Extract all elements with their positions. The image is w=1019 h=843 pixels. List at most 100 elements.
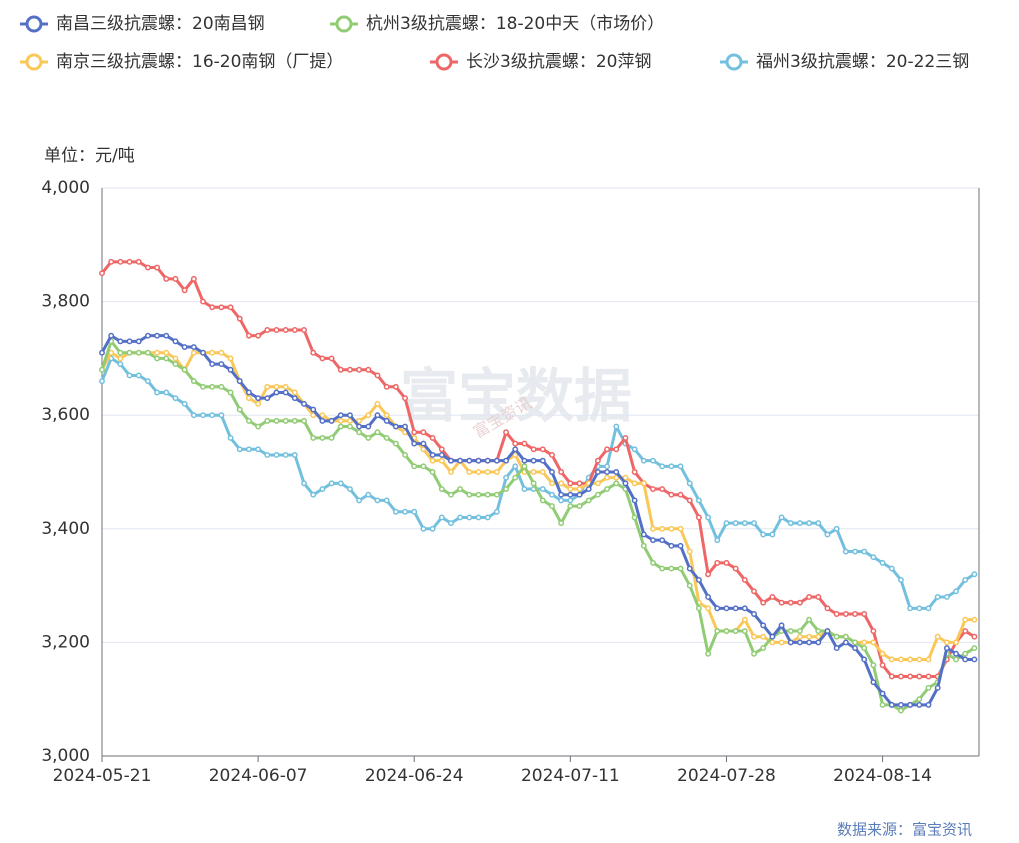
point <box>796 639 803 646</box>
point <box>273 452 280 458</box>
point <box>925 673 932 680</box>
point <box>751 588 757 595</box>
point <box>291 452 298 458</box>
point <box>301 480 307 487</box>
point <box>172 275 179 282</box>
point <box>714 559 721 566</box>
point <box>181 366 188 373</box>
point <box>815 594 822 600</box>
point <box>668 565 675 572</box>
point <box>705 594 712 600</box>
point <box>163 355 170 362</box>
point <box>301 400 307 407</box>
point <box>833 645 840 652</box>
point <box>659 537 666 544</box>
point <box>576 503 583 510</box>
point <box>512 452 519 458</box>
x-tick-label: 2024-07-28 <box>677 766 776 786</box>
point <box>751 650 757 657</box>
point <box>135 372 142 379</box>
point <box>236 406 243 413</box>
point <box>429 457 436 464</box>
point <box>705 571 712 578</box>
point <box>640 531 647 538</box>
point <box>659 486 666 492</box>
point <box>484 514 491 521</box>
point <box>897 576 904 583</box>
point <box>833 633 840 640</box>
point <box>824 531 831 538</box>
point <box>172 395 179 402</box>
point <box>163 332 170 339</box>
point <box>420 440 427 447</box>
point <box>714 537 721 544</box>
point <box>650 559 656 566</box>
point <box>117 349 124 356</box>
legend-marker <box>435 53 453 71</box>
point <box>356 429 363 436</box>
point <box>200 412 206 419</box>
point <box>530 446 537 453</box>
point <box>227 366 234 373</box>
point <box>567 491 574 498</box>
point <box>301 327 307 333</box>
point <box>448 491 454 498</box>
point <box>650 537 656 544</box>
point <box>163 349 170 356</box>
point <box>530 457 537 464</box>
point <box>962 616 969 623</box>
point <box>659 525 666 532</box>
point <box>484 469 491 475</box>
point <box>135 258 142 265</box>
point <box>567 486 574 492</box>
point <box>971 571 978 578</box>
point <box>457 457 464 464</box>
point <box>594 457 601 464</box>
point <box>888 656 895 663</box>
point <box>438 446 445 453</box>
point <box>567 497 574 504</box>
point <box>769 594 776 600</box>
point <box>346 417 353 424</box>
point <box>778 514 785 521</box>
point <box>815 520 822 527</box>
point <box>558 469 565 475</box>
point <box>190 378 197 385</box>
point <box>438 486 445 492</box>
point <box>686 548 693 555</box>
point <box>732 520 739 527</box>
point <box>861 611 868 617</box>
point <box>613 423 620 430</box>
point <box>475 491 482 498</box>
point <box>264 327 271 333</box>
point <box>916 696 923 703</box>
point <box>934 594 941 600</box>
point <box>135 349 142 356</box>
x-tick-label: 2024-08-14 <box>833 766 932 786</box>
point <box>328 434 335 441</box>
point <box>420 463 427 470</box>
point <box>337 417 344 424</box>
point <box>796 633 803 640</box>
point <box>806 616 813 623</box>
point <box>255 332 262 339</box>
legend-label: 福州3级抗震螺：20-22三钢 <box>756 52 969 72</box>
point <box>154 389 161 396</box>
point <box>861 645 868 652</box>
point <box>962 628 969 634</box>
point <box>319 412 326 419</box>
point <box>549 503 555 510</box>
point <box>245 446 252 453</box>
point <box>99 349 105 356</box>
point <box>916 701 923 708</box>
point <box>117 361 124 368</box>
point <box>245 417 252 424</box>
point <box>741 520 748 527</box>
point <box>549 452 555 458</box>
point <box>429 434 436 441</box>
x-tick-label: 2024-05-21 <box>53 766 152 786</box>
point <box>714 605 721 612</box>
point <box>236 378 243 385</box>
point <box>567 503 574 510</box>
point <box>530 480 537 487</box>
